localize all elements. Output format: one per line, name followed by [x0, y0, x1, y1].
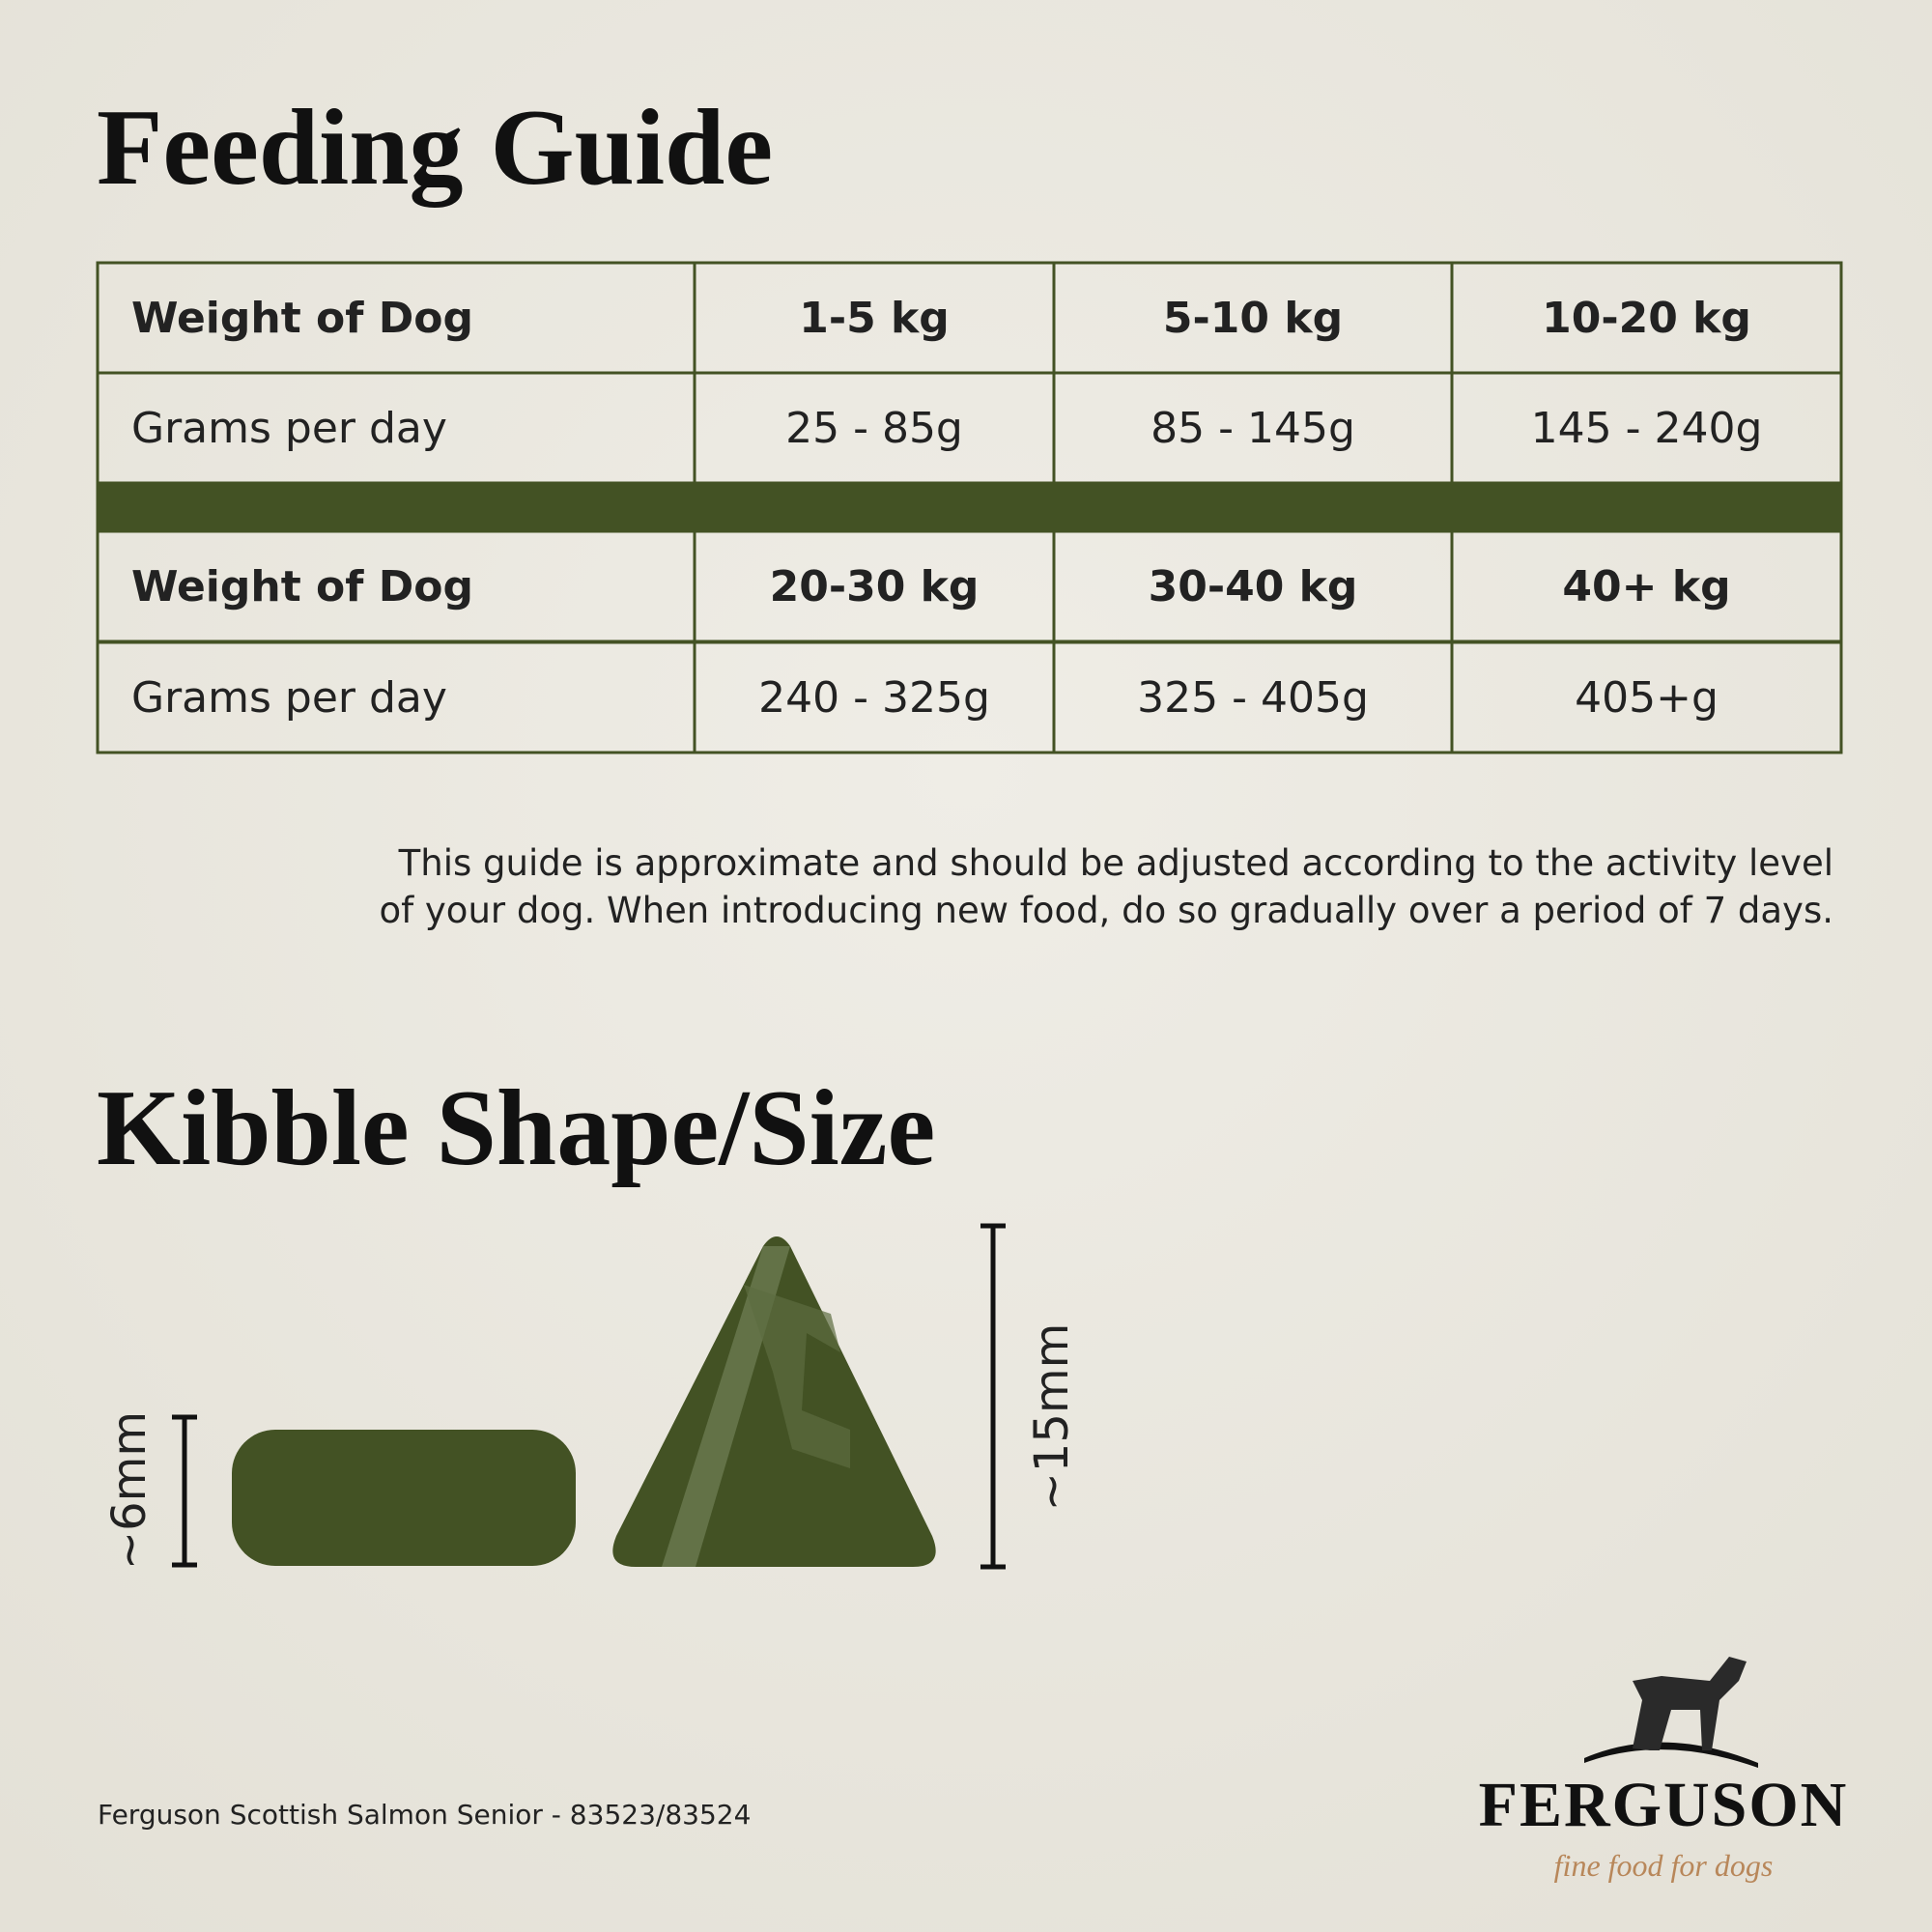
data-cell: 85 - 145g	[1151, 404, 1355, 453]
logo-name: FERGUSON	[1479, 1770, 1849, 1840]
data-cell: 325 - 405g	[1137, 673, 1369, 723]
kibble-title: Kibble Shape/Size	[97, 1068, 935, 1188]
header-cell: 40+ kg	[1562, 562, 1730, 611]
note-line: This guide is approximate and should be …	[398, 842, 1833, 884]
large-size-label: ~15mm	[1025, 1323, 1079, 1512]
note-line: of your dog. When introducing new food, …	[379, 890, 1833, 931]
data-cell: Grams per day	[131, 673, 447, 723]
title: Feeding Guide	[97, 88, 773, 208]
logo-arc	[1584, 1742, 1758, 1768]
data-cell: 240 - 325g	[758, 673, 990, 723]
header-cell: Weight of Dog	[131, 562, 473, 611]
logo-dog	[1633, 1657, 1747, 1750]
header-cell: 1-5 kg	[799, 294, 950, 343]
data-cell: 25 - 85g	[785, 404, 963, 453]
small-kibble	[232, 1430, 576, 1566]
data-cell: 405+g	[1575, 673, 1719, 723]
header-cell: 10-20 kg	[1542, 294, 1751, 343]
feeding-table: Weight of Dog 1-5 kg 5-10 kg 10-20 kg Grams …	[96, 261, 1843, 754]
header-cell: 30-40 kg	[1149, 562, 1358, 611]
data-cell: 145 - 240g	[1531, 404, 1763, 453]
footer-product: Ferguson Scottish Salmon Senior - 83523/…	[98, 1799, 751, 1831]
header-cell: 5-10 kg	[1163, 294, 1343, 343]
header-cell: 20-30 kg	[770, 562, 980, 611]
kibble-emboss	[744, 1285, 850, 1468]
logo-tagline: fine food for dogs	[1554, 1848, 1774, 1883]
small-size-label: ~6mm	[102, 1411, 156, 1570]
table-divider-band	[98, 484, 1841, 531]
data-cell: Grams per day	[131, 404, 447, 453]
header-cell: Weight of Dog	[131, 294, 473, 343]
